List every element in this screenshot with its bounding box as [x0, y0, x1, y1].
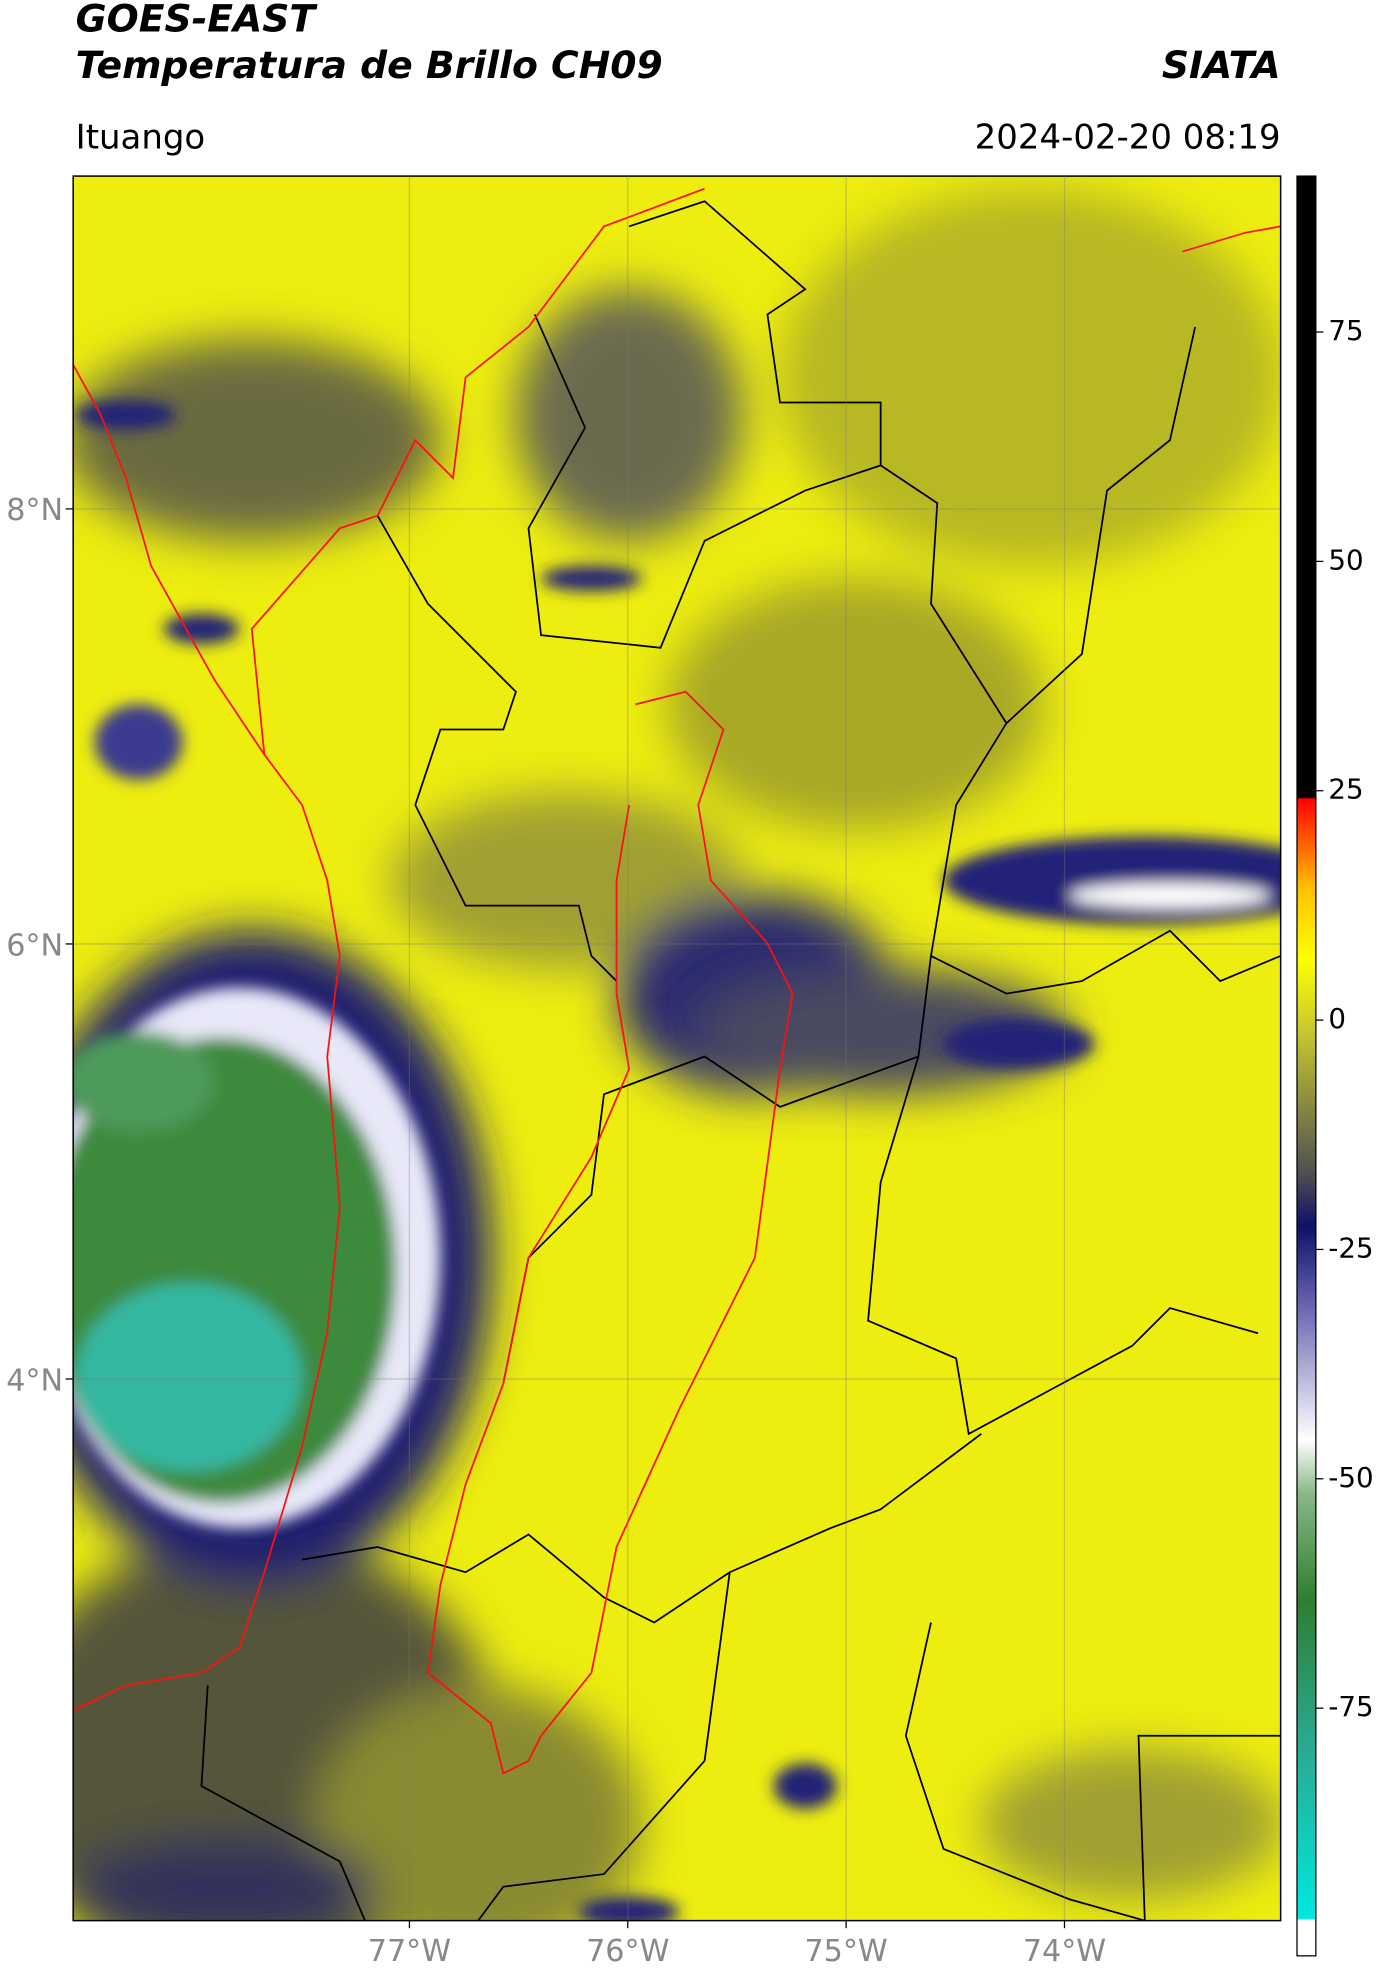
colorbar-tick-label: -25 [1328, 1231, 1373, 1264]
y-tick-label: 6°N [6, 928, 63, 963]
y-tick-label: 4°N [6, 1363, 63, 1398]
x-tick-label: 75°W [804, 1934, 887, 1969]
colorbar-tick-label: -50 [1328, 1461, 1373, 1494]
region-outline [73, 187, 1281, 1775]
satellite-image [73, 176, 1281, 1921]
y-tick-label: 8°N [6, 493, 63, 528]
subtitle: Temperatura de Brillo CH09 [76, 43, 663, 87]
x-tick-label: 76°W [586, 1934, 669, 1969]
source: SIATA [1162, 43, 1281, 87]
map-frame [72, 175, 1282, 1922]
x-tick-label: 74°W [1023, 1934, 1106, 1969]
colorbar-tick-label: 50 [1328, 543, 1363, 576]
x-tick-label: 77°W [368, 1934, 451, 1969]
location: Ituango [76, 117, 206, 157]
title: GOES-EAST [76, 0, 319, 40]
colorbar-tick-label: -75 [1328, 1690, 1373, 1723]
colorbar [1296, 175, 1317, 1957]
boundaries [200, 200, 1281, 1921]
colorbar-tick-label: 25 [1328, 773, 1363, 806]
datetime: 2024-02-20 08:19 [975, 117, 1281, 157]
colorbar-tick-label: 75 [1328, 314, 1363, 347]
colorbar-tick-label: 0 [1328, 1002, 1346, 1035]
